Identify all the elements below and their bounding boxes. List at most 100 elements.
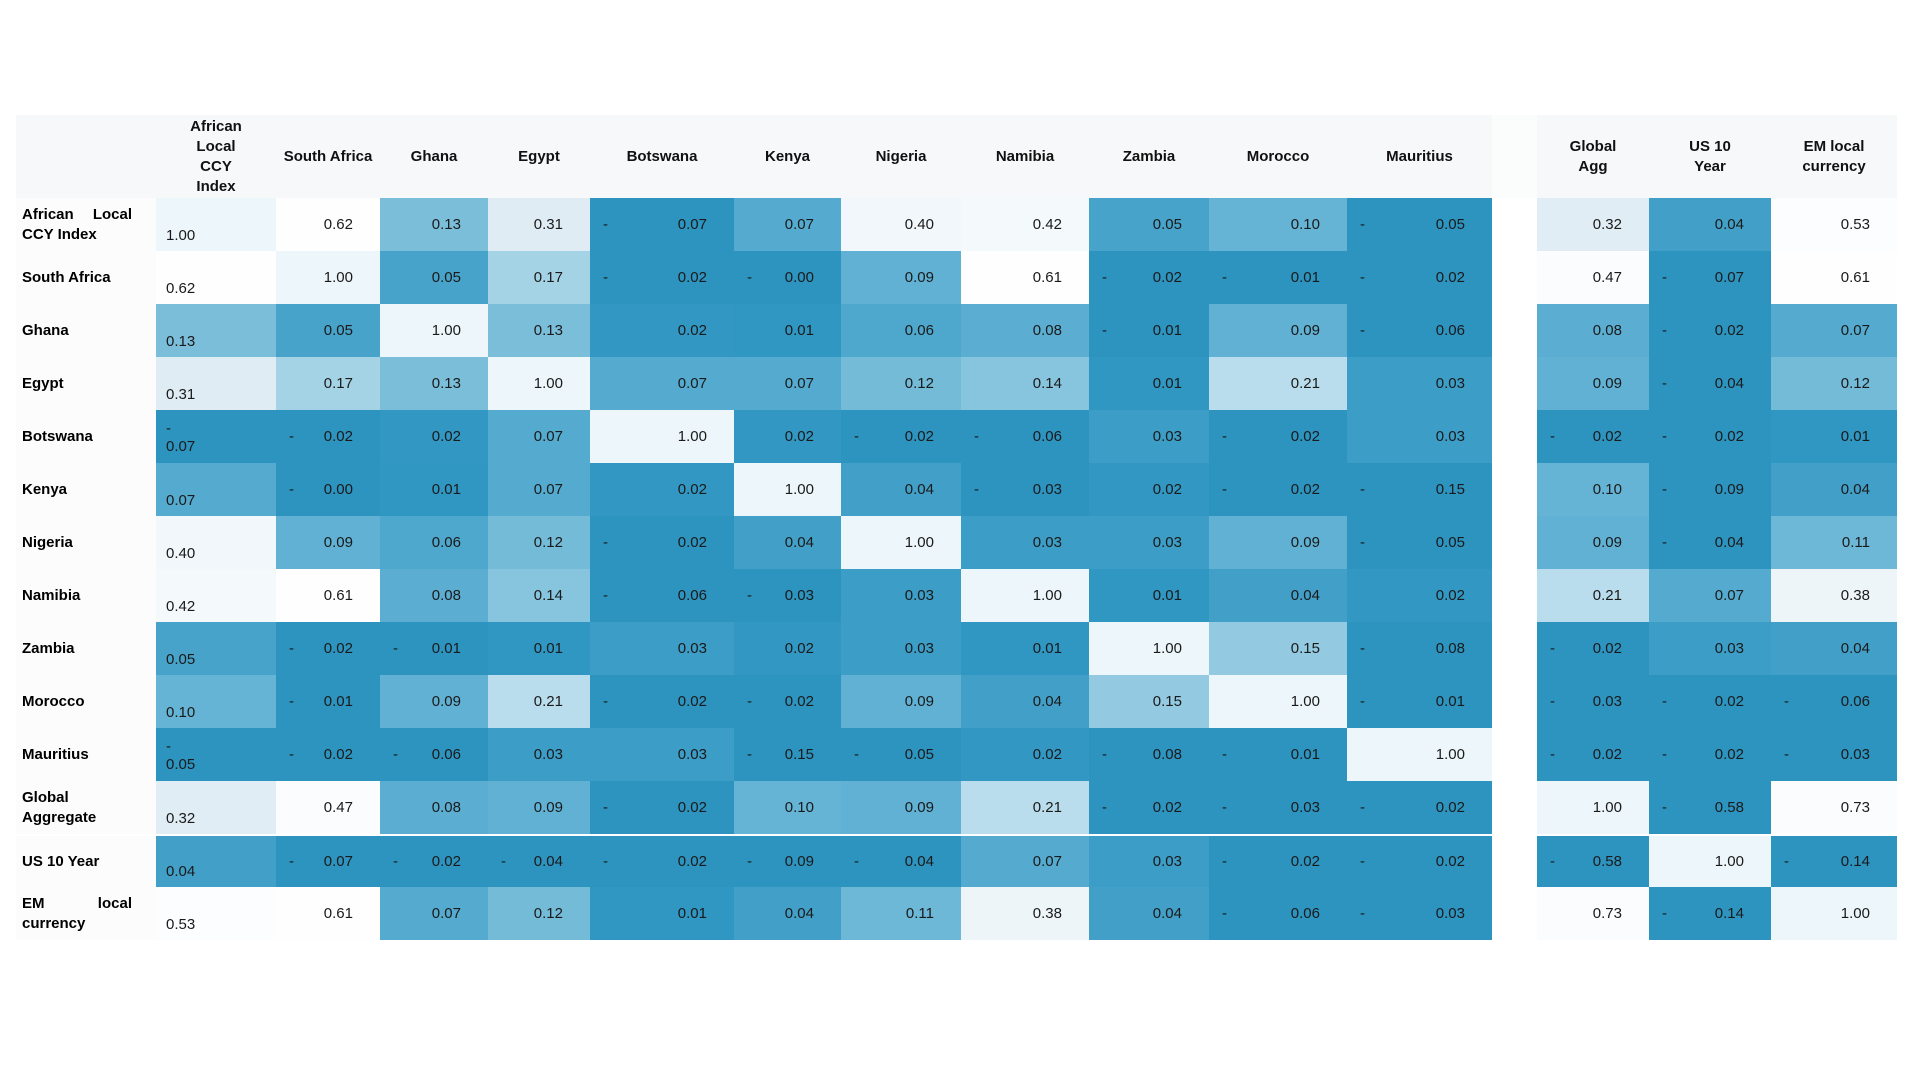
matrix-cell: - 0.02 [276, 728, 380, 781]
column-header-label: Kenya [764, 147, 811, 165]
cell-value: -0.07 [166, 420, 196, 455]
column-header: Botswana [590, 115, 734, 198]
minus-sign: - [1222, 428, 1227, 445]
matrix-cell: 0.09 [1209, 304, 1347, 357]
cell-value: 0.61 [1032, 269, 1062, 286]
row-label-text: Morocco [22, 692, 85, 710]
cell-value: 0.62 [166, 280, 196, 297]
cell-value: 0.04 [784, 905, 814, 922]
cell-value: 1.00 [533, 375, 563, 392]
minus-sign: - [1784, 693, 1789, 710]
matrix-cell: 1.00 [590, 410, 734, 463]
cell-value: 0.47 [323, 799, 353, 816]
cell-value: 0.08 [1032, 322, 1062, 339]
matrix-cell: - 0.04 [1649, 357, 1771, 410]
cell-value: 0.07 [533, 428, 563, 445]
column-header-label: Mauritius [1386, 147, 1453, 165]
cell-value: 0.21 [533, 693, 563, 710]
matrix-cell: - 0.02 [841, 410, 961, 463]
minus-sign: - [393, 853, 398, 870]
cell-value: 1.00 [1032, 587, 1062, 604]
cell-value: 0.01 [677, 905, 707, 922]
cell-value: 0.05 [1435, 216, 1465, 233]
matrix-cell: - 0.02 [590, 516, 734, 569]
matrix-cell: 0.03 [961, 516, 1089, 569]
matrix-cell: 0.38 [1771, 569, 1897, 622]
cell-value: 0.08 [1435, 640, 1465, 657]
row-label-text: Namibia [22, 586, 81, 604]
matrix-cell: - 0.02 [1649, 304, 1771, 357]
matrix-cell: 0.09 [841, 781, 961, 834]
column-header: US 10 Year [1649, 115, 1771, 198]
matrix-cell: - 0.03 [1537, 675, 1649, 728]
column-header-label: South Africa [283, 147, 373, 165]
matrix-cell: 0.04 [1771, 463, 1897, 516]
matrix-cell: 0.09 [1537, 516, 1649, 569]
cell-value: 1.00 [904, 534, 934, 551]
row-label: Global Aggregate [16, 781, 156, 834]
cell-value: 0.07 [677, 216, 707, 233]
minus-sign: - [603, 216, 608, 233]
matrix-cell: 0.02 [380, 410, 488, 463]
cell-value: 0.04 [1152, 905, 1182, 922]
column-header-label: Namibia [995, 147, 1055, 165]
cell-value: 0.09 [1592, 534, 1622, 551]
column-header-label: Ghana [410, 147, 458, 165]
cell-value: 0.02 [1435, 799, 1465, 816]
cell-value: 0.15 [1152, 693, 1182, 710]
minus-sign: - [1222, 905, 1227, 922]
cell-value: 0.40 [166, 545, 196, 562]
matrix-cell: - 0.02 [1537, 622, 1649, 675]
cell-value: 0.03 [677, 640, 707, 657]
matrix-cell: 1.00 [961, 569, 1089, 622]
matrix-cell: 0.09 [1209, 516, 1347, 569]
row-label: Nigeria [16, 516, 156, 569]
cell-value: 0.01 [1152, 375, 1182, 392]
matrix-cell: 0.38 [961, 887, 1089, 940]
minus-sign: - [603, 587, 608, 604]
cell-value: 0.31 [166, 386, 196, 403]
cell-value: 0.32 [166, 810, 196, 827]
row-label: Ghana [16, 304, 156, 357]
cell-value: 0.73 [1592, 905, 1622, 922]
cell-value: 0.09 [904, 269, 934, 286]
matrix-cell: 0.21 [1537, 569, 1649, 622]
matrix-cell: - 0.58 [1649, 781, 1771, 834]
cell-value: 0.07 [1714, 587, 1744, 604]
matrix-cell: 0.02 [1347, 569, 1492, 622]
matrix-cell: 0.03 [590, 728, 734, 781]
cell-value: 0.00 [784, 269, 814, 286]
matrix-cell: 0.08 [1537, 304, 1649, 357]
cell-value: 0.04 [1714, 216, 1744, 233]
minus-sign: - [747, 269, 752, 286]
matrix-cell: 0.04 [841, 463, 961, 516]
matrix-cell: - 0.08 [1347, 622, 1492, 675]
matrix-cell: 0.03 [1089, 410, 1209, 463]
cell-value: 0.04 [1714, 375, 1744, 392]
minus-sign: - [1102, 269, 1107, 286]
matrix-cell: - 0.04 [1649, 516, 1771, 569]
cell-value: 0.31 [533, 216, 563, 233]
cell-value: 0.03 [1152, 534, 1182, 551]
cell-value: 0.02 [1592, 746, 1622, 763]
cell-value: 0.09 [323, 534, 353, 551]
matrix-cell: - 0.02 [276, 622, 380, 675]
matrix-cell: 0.09 [841, 251, 961, 304]
column-header: Global Agg [1537, 115, 1649, 198]
block-gap [1492, 728, 1537, 781]
cell-value: 0.58 [1714, 799, 1744, 816]
matrix-cell: 0.11 [1771, 516, 1897, 569]
cell-value: 0.01 [1435, 693, 1465, 710]
cell-value: 0.02 [784, 640, 814, 657]
cell-value: 0.02 [677, 481, 707, 498]
minus-sign: - [1662, 905, 1667, 922]
cell-value: 0.05 [431, 269, 461, 286]
cell-value: 0.06 [677, 587, 707, 604]
block-gap [1492, 115, 1537, 198]
matrix-cell: 0.61 [961, 251, 1089, 304]
minus-sign: - [1222, 853, 1227, 870]
cell-value: 0.38 [1840, 587, 1870, 604]
matrix-cell: - 0.02 [1209, 410, 1347, 463]
column-header: African Local CCY Index [156, 115, 276, 198]
matrix-cell: 0.07 [488, 410, 590, 463]
